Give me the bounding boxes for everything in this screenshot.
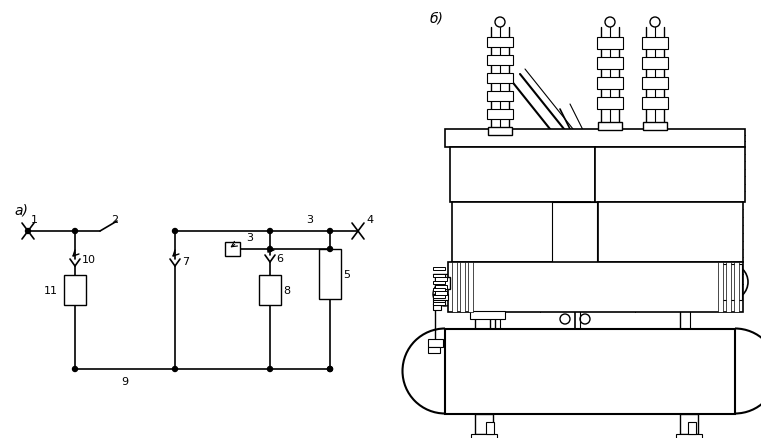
Text: б): б) [430, 11, 444, 25]
Circle shape [173, 229, 177, 234]
Bar [435, 291, 447, 295]
Circle shape [327, 367, 333, 372]
Text: 11: 11 [44, 285, 58, 295]
Text: 2: 2 [111, 215, 119, 225]
Bar [433, 302, 445, 305]
Bar [435, 277, 447, 281]
Bar [487, 92, 513, 102]
Bar [470, 311, 505, 319]
Bar [319, 249, 341, 299]
Bar [450, 148, 595, 202]
Text: 10: 10 [82, 254, 96, 265]
Bar [676, 434, 702, 438]
Bar [452, 202, 590, 262]
Bar [688, 422, 696, 434]
Bar [488, 128, 512, 136]
Bar [642, 38, 668, 50]
Bar [487, 56, 513, 66]
Text: 4: 4 [366, 215, 373, 225]
Bar [595, 148, 745, 202]
Bar [433, 300, 445, 305]
Bar [475, 414, 493, 434]
Bar [680, 414, 698, 434]
Bar [433, 267, 445, 270]
Bar [597, 78, 623, 90]
Bar [435, 285, 447, 290]
Text: 3: 3 [307, 215, 314, 225]
Bar [726, 262, 731, 312]
Bar [487, 38, 513, 48]
Bar [597, 98, 623, 110]
Bar [643, 123, 667, 131]
Bar [718, 262, 723, 312]
Bar [642, 98, 668, 110]
Bar [433, 274, 445, 277]
Bar [597, 38, 623, 50]
Bar [448, 262, 743, 312]
Bar [428, 339, 443, 347]
Bar [598, 123, 622, 131]
Bar [225, 243, 240, 256]
Circle shape [268, 247, 272, 252]
Bar [642, 78, 668, 90]
Bar [720, 265, 742, 300]
Bar [445, 130, 745, 148]
Circle shape [327, 229, 333, 234]
Bar [435, 277, 450, 290]
Circle shape [72, 367, 78, 372]
Circle shape [327, 247, 333, 252]
Circle shape [72, 229, 78, 234]
Circle shape [173, 367, 177, 372]
Text: 6: 6 [276, 254, 283, 263]
Text: 7: 7 [182, 256, 189, 266]
Bar [433, 288, 445, 291]
Bar [734, 262, 739, 312]
Text: а): а) [14, 202, 28, 216]
Bar [433, 305, 441, 310]
Text: 1: 1 [31, 215, 38, 225]
Bar [433, 295, 445, 298]
Bar [428, 347, 440, 353]
Bar [445, 329, 735, 414]
Text: 9: 9 [122, 376, 129, 386]
Text: 3: 3 [246, 233, 253, 243]
Bar [259, 276, 281, 305]
Circle shape [327, 367, 333, 372]
Bar [487, 74, 513, 84]
Circle shape [26, 229, 30, 234]
Text: 5: 5 [343, 269, 350, 279]
Circle shape [268, 229, 272, 234]
Bar [460, 262, 465, 312]
Bar [433, 294, 448, 300]
Bar [552, 202, 597, 262]
Bar [597, 58, 623, 70]
Text: 8: 8 [283, 285, 290, 295]
Bar [487, 110, 513, 120]
Bar [433, 281, 445, 284]
Bar [452, 262, 457, 312]
Circle shape [268, 367, 272, 372]
Bar [471, 434, 497, 438]
Bar [598, 202, 743, 262]
Bar [468, 262, 473, 312]
Bar [642, 58, 668, 70]
Bar [486, 422, 494, 434]
Bar [64, 276, 86, 305]
